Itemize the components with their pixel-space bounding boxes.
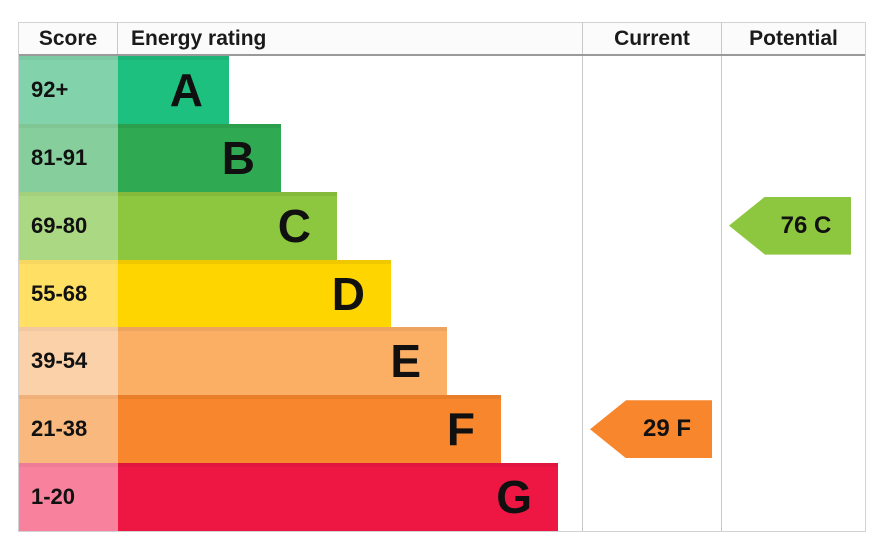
potential-cell-a	[721, 56, 865, 124]
chart-body: 92+ A 81-91 B 69-80 C 76 C 55-68 D 39-54 E 21-38 F 29…	[19, 56, 865, 532]
energy-rating-cell-e: E	[118, 327, 582, 396]
potential-cell-c: 76 C	[721, 191, 865, 260]
band-row-d: 55-68 D	[19, 259, 865, 328]
current-cell-g	[582, 463, 721, 532]
energy-rating-cell-c: C	[118, 191, 582, 260]
band-row-a: 92+ A	[19, 56, 865, 124]
potential-cell-d	[721, 259, 865, 328]
potential-rating-marker: 76 C	[729, 196, 851, 255]
score-range-c: 69-80	[19, 191, 118, 260]
band-row-c: 69-80 C 76 C	[19, 191, 865, 260]
potential-cell-f	[721, 395, 865, 464]
potential-cell-b	[721, 123, 865, 192]
current-cell-b	[582, 123, 721, 192]
rating-bar-d: D	[118, 259, 391, 328]
band-row-e: 39-54 E	[19, 327, 865, 396]
energy-rating-cell-f: F	[118, 395, 582, 464]
rating-bar-a: A	[118, 56, 229, 124]
current-cell-f: 29 F	[582, 395, 721, 464]
energy-rating-cell-b: B	[118, 123, 582, 192]
score-range-e: 39-54	[19, 327, 118, 396]
current-cell-c	[582, 191, 721, 260]
band-row-g: 1-20 G	[19, 463, 865, 532]
rating-bar-e: E	[118, 327, 447, 396]
rating-bar-c: C	[118, 191, 337, 260]
epc-rating-chart: Score Energy rating Current Potential 92…	[18, 22, 866, 532]
chart-header: Score Energy rating Current Potential	[19, 23, 865, 56]
potential-cell-e	[721, 327, 865, 396]
header-energy-rating: Energy rating	[131, 26, 267, 50]
rating-bar-g: G	[118, 463, 558, 532]
score-range-f: 21-38	[19, 395, 118, 464]
band-row-f: 21-38 F 29 F	[19, 395, 865, 464]
current-cell-a	[582, 56, 721, 124]
header-score: Score	[19, 23, 118, 54]
rating-bar-b: B	[118, 123, 281, 192]
header-potential: Potential	[721, 23, 865, 54]
score-range-b: 81-91	[19, 123, 118, 192]
score-range-d: 55-68	[19, 259, 118, 328]
energy-rating-cell-d: D	[118, 259, 582, 328]
header-current: Current	[582, 23, 721, 54]
potential-cell-g	[721, 463, 865, 532]
rating-bar-f: F	[118, 395, 501, 464]
energy-rating-cell-a: A	[118, 56, 582, 124]
score-range-g: 1-20	[19, 463, 118, 532]
current-cell-e	[582, 327, 721, 396]
energy-rating-cell-g: G	[118, 463, 582, 532]
current-cell-d	[582, 259, 721, 328]
current-rating-marker: 29 F	[590, 400, 712, 459]
score-range-a: 92+	[19, 56, 118, 124]
band-row-b: 81-91 B	[19, 123, 865, 192]
